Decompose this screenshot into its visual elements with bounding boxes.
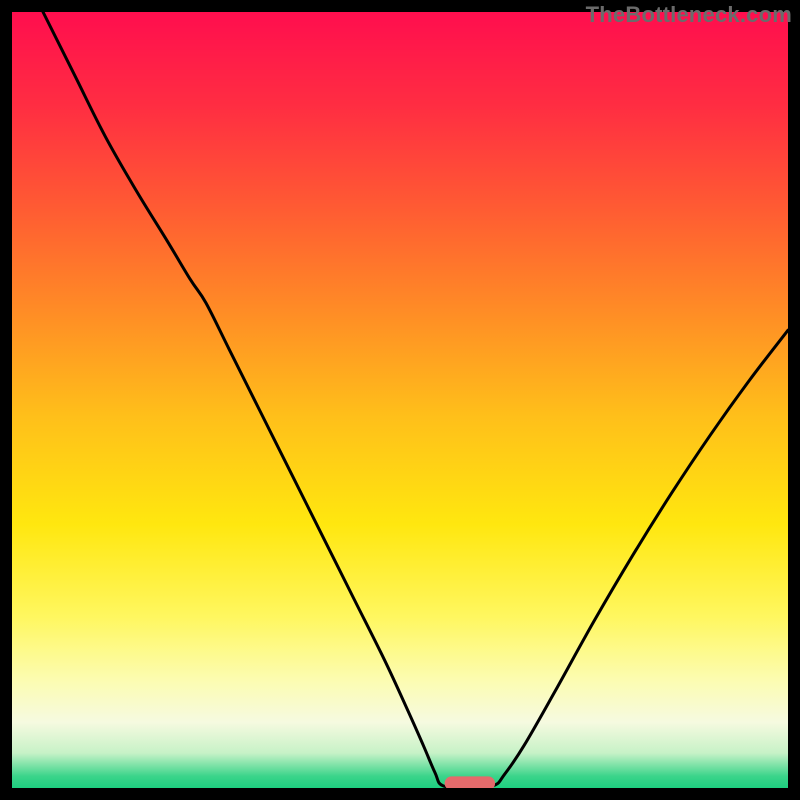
chart-container: TheBottleneck.com — [0, 0, 800, 800]
watermark-text: TheBottleneck.com — [586, 2, 792, 28]
plot-background — [12, 12, 788, 788]
bottleneck-chart — [0, 0, 800, 800]
